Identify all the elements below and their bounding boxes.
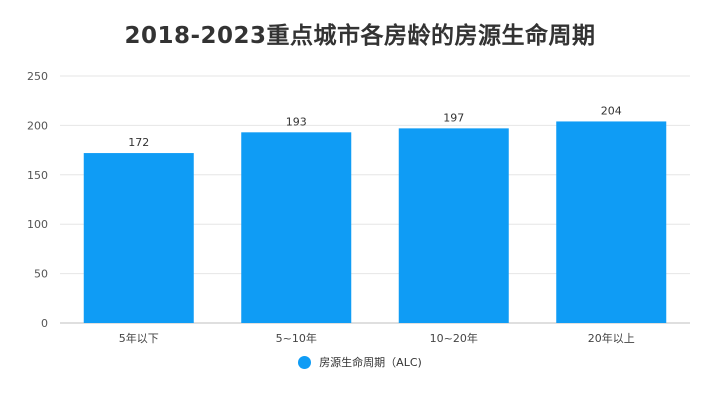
x-tick-label: 10~20年 [430, 331, 478, 345]
y-tick-label: 150 [27, 169, 48, 182]
data-label: 172 [128, 136, 149, 149]
x-tick-label: 5年以下 [119, 331, 159, 345]
y-tick-label: 100 [27, 218, 48, 231]
bar[interactable] [241, 132, 352, 323]
y-tick-label: 200 [27, 119, 48, 132]
y-tick-label: 250 [27, 70, 48, 83]
x-tick-label: 5~10年 [276, 331, 317, 345]
bar[interactable] [398, 128, 509, 323]
data-label: 193 [286, 115, 307, 128]
legend-swatch [298, 355, 312, 369]
y-tick-label: 0 [41, 317, 48, 330]
x-tick-label: 20年以上 [588, 331, 635, 345]
legend: 房源生命周期（ALC) [0, 354, 720, 370]
y-tick-label: 50 [34, 268, 48, 281]
chart-title: 2018-2023重点城市各房龄的房源生命周期 [124, 23, 596, 49]
bar[interactable] [83, 153, 194, 323]
data-label: 197 [443, 111, 464, 124]
data-label: 204 [601, 104, 622, 117]
legend-label: 房源生命周期（ALC) [319, 356, 422, 369]
bar[interactable] [556, 121, 667, 323]
